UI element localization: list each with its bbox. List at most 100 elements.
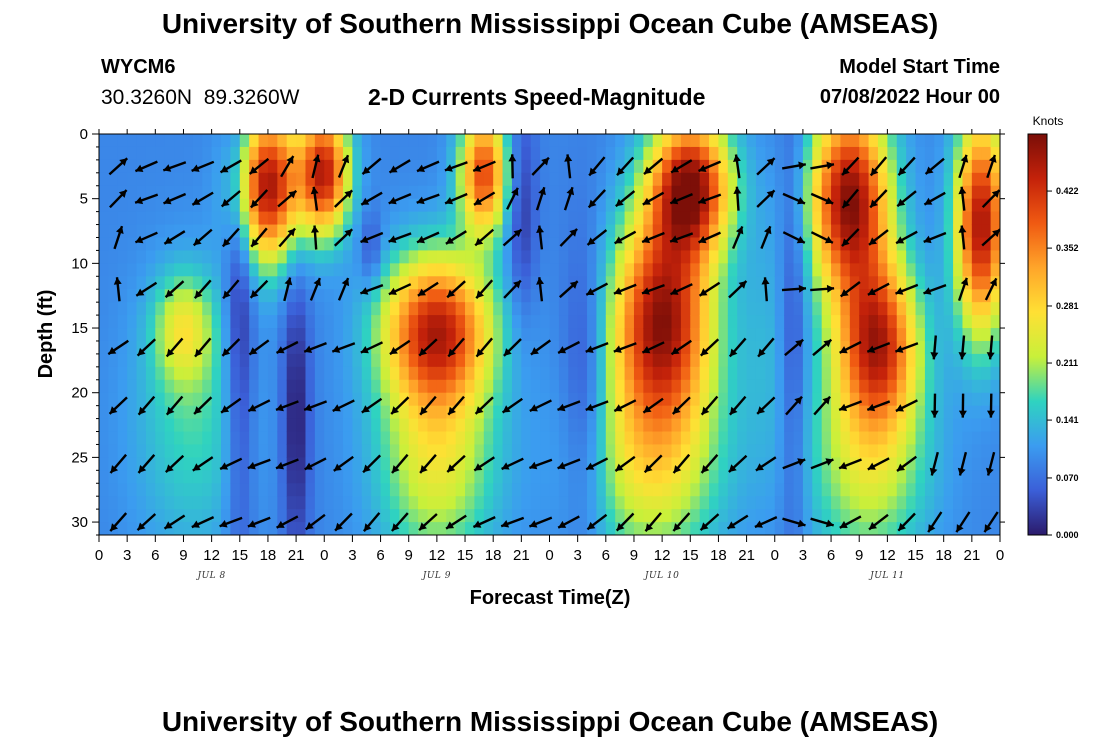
heatmap-cell bbox=[671, 302, 682, 316]
heatmap-cell bbox=[615, 353, 626, 368]
heatmap-cell bbox=[108, 185, 119, 200]
heatmap-cell bbox=[324, 211, 335, 226]
heatmap-cell bbox=[230, 185, 241, 200]
heatmap-cell bbox=[558, 146, 569, 161]
heatmap-cell bbox=[831, 237, 842, 252]
heatmap-cell bbox=[671, 366, 682, 381]
heatmap-cell bbox=[877, 379, 888, 394]
current-vector bbox=[359, 283, 384, 295]
heatmap-cell bbox=[990, 211, 1000, 226]
heatmap-cell bbox=[662, 159, 673, 174]
heatmap-cell bbox=[924, 405, 935, 420]
heatmap-cell bbox=[455, 444, 466, 458]
heatmap-cell bbox=[849, 263, 860, 277]
heatmap-cell bbox=[324, 405, 335, 420]
y-tick-label: 30 bbox=[71, 514, 88, 531]
heatmap-cell bbox=[643, 340, 654, 355]
heatmap-cell bbox=[343, 470, 354, 484]
heatmap-cell bbox=[389, 263, 400, 277]
heatmap-cell bbox=[774, 211, 785, 226]
heatmap-cell bbox=[324, 418, 335, 433]
heatmap-cell bbox=[502, 224, 513, 239]
heatmap-cell bbox=[493, 353, 504, 368]
station-id: WYCM6 bbox=[101, 56, 176, 78]
heatmap-cell bbox=[343, 315, 354, 329]
heatmap-cell bbox=[671, 134, 682, 148]
heatmap-cell bbox=[821, 353, 832, 368]
heatmap-cell bbox=[652, 483, 663, 497]
heatmap-cell bbox=[727, 366, 738, 381]
heatmap-cell bbox=[474, 172, 485, 187]
heatmap-cell bbox=[333, 509, 344, 523]
heatmap-cell bbox=[765, 211, 776, 226]
heatmap-cell bbox=[145, 146, 156, 161]
heatmap-cell bbox=[774, 509, 785, 523]
heatmap-cell bbox=[127, 211, 138, 226]
heatmap-cell bbox=[530, 470, 541, 484]
heatmap-cell bbox=[446, 224, 457, 239]
heatmap-cell bbox=[324, 134, 335, 148]
heatmap-cell bbox=[868, 302, 879, 316]
heatmap-cell bbox=[474, 392, 485, 407]
heatmap-cell bbox=[211, 224, 222, 239]
heatmap-cell bbox=[540, 328, 551, 342]
heatmap-cell bbox=[277, 211, 288, 226]
heatmap-cell bbox=[699, 289, 710, 303]
heatmap-cell bbox=[117, 366, 128, 381]
heatmap-cell bbox=[746, 457, 757, 471]
heatmap-cell bbox=[596, 340, 607, 355]
current-vector bbox=[557, 340, 581, 354]
heatmap-cell bbox=[680, 431, 691, 446]
heatmap-cell bbox=[906, 483, 917, 497]
heatmap-cell bbox=[267, 302, 278, 316]
heatmap-cell bbox=[802, 172, 813, 187]
heatmap-cell bbox=[765, 315, 776, 329]
heatmap-cell bbox=[108, 483, 119, 497]
heatmap-cell bbox=[849, 289, 860, 303]
current-vector bbox=[869, 189, 888, 209]
heatmap-cell bbox=[371, 289, 382, 303]
heatmap-cell bbox=[436, 444, 447, 458]
heatmap-cell bbox=[455, 418, 466, 433]
current-vector bbox=[642, 397, 664, 414]
heatmap-cell bbox=[277, 405, 288, 420]
heatmap-cell bbox=[221, 509, 231, 523]
heatmap-cell bbox=[802, 263, 813, 277]
heatmap-cell bbox=[108, 366, 119, 381]
heatmap-cell bbox=[662, 444, 673, 458]
current-vector bbox=[587, 189, 606, 209]
heatmap-cell bbox=[314, 185, 325, 200]
heatmap-cell bbox=[812, 315, 823, 329]
current-vector bbox=[728, 454, 748, 473]
heatmap-cell bbox=[249, 418, 260, 433]
heatmap-cell bbox=[493, 405, 504, 420]
heatmap-cell bbox=[718, 444, 729, 458]
heatmap-cell bbox=[840, 159, 851, 174]
heatmap-cell bbox=[493, 470, 504, 484]
current-vector bbox=[332, 399, 355, 412]
heatmap-cell bbox=[924, 470, 935, 484]
heatmap-cell bbox=[690, 146, 701, 161]
heatmap-cell bbox=[981, 328, 992, 342]
heatmap-cell bbox=[258, 211, 269, 226]
heatmap-cell bbox=[587, 444, 598, 458]
heatmap-cell bbox=[192, 276, 203, 290]
heatmap-cell bbox=[915, 431, 926, 446]
heatmap-cell bbox=[230, 418, 241, 433]
heatmap-cell bbox=[699, 185, 710, 200]
x-tick-label: 15 bbox=[682, 547, 699, 564]
heatmap-cell bbox=[286, 328, 297, 342]
heatmap-cell bbox=[671, 483, 682, 497]
heatmap-cell bbox=[389, 366, 400, 381]
heatmap-cell bbox=[896, 172, 907, 187]
heatmap-cell bbox=[915, 470, 926, 484]
current-vector bbox=[248, 339, 270, 356]
heatmap-cell bbox=[418, 211, 429, 226]
heatmap-cell bbox=[802, 289, 813, 303]
heatmap-cell bbox=[127, 496, 138, 510]
heatmap-cell bbox=[615, 379, 626, 394]
heatmap-cell bbox=[784, 470, 795, 484]
heatmap-cell bbox=[540, 483, 551, 497]
heatmap-cell bbox=[361, 340, 372, 355]
heatmap-cell bbox=[699, 159, 710, 174]
